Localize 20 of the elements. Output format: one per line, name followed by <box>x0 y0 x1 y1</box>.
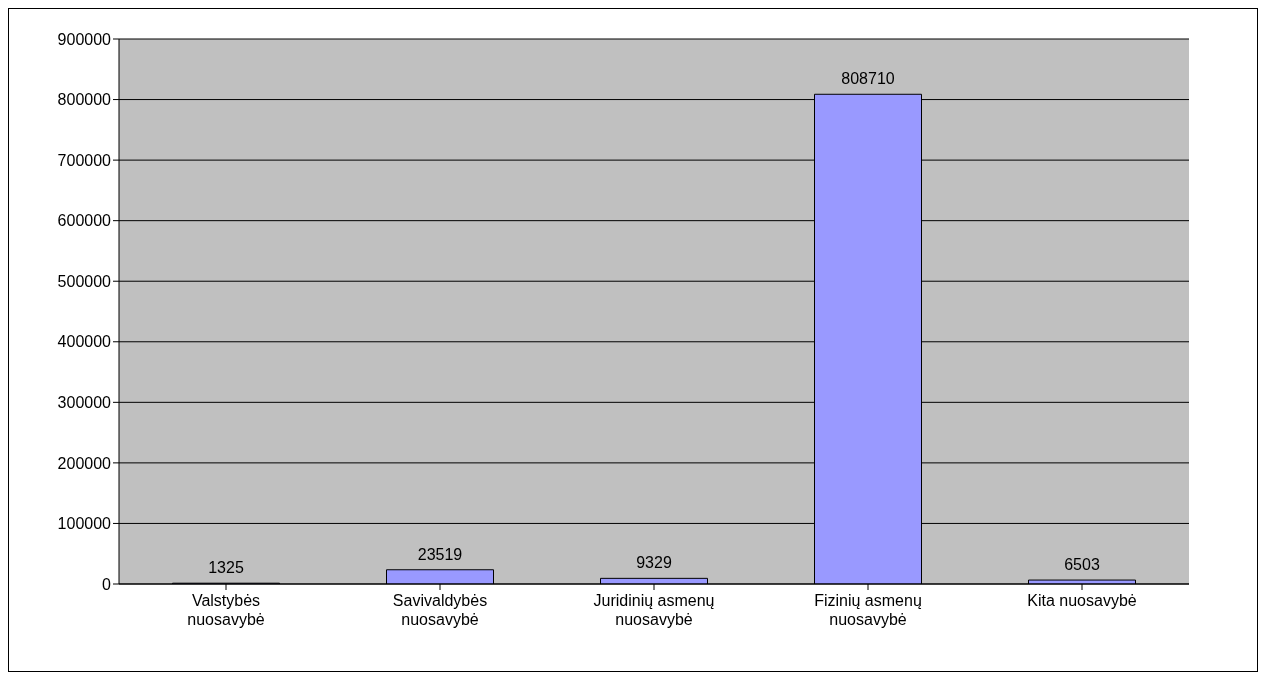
data-label: 9329 <box>636 554 672 572</box>
y-tick-label: 900000 <box>57 30 112 48</box>
x-tick-label: Savivaldybės nuosavybė <box>392 592 488 628</box>
y-tick-label: 400000 <box>57 333 112 351</box>
y-tick-label: 500000 <box>57 272 112 290</box>
x-tick-label: Fizinių asmenų nuosavybė <box>814 592 922 628</box>
y-tick-label: 0 <box>102 575 112 593</box>
y-tick-label: 800000 <box>57 91 112 109</box>
y-tick-label: 700000 <box>57 151 112 169</box>
data-label: 1325 <box>208 559 244 577</box>
y-tick-label: 100000 <box>57 515 112 533</box>
y-tick-label: 300000 <box>57 394 112 412</box>
y-tick-label: 200000 <box>57 454 112 472</box>
data-label: 23519 <box>417 545 463 563</box>
y-tick-label: 600000 <box>57 212 112 230</box>
x-tick-label: Valstybės nuosavybė <box>187 592 265 628</box>
x-tick-label: Kita nuosavybė <box>1027 592 1137 609</box>
data-label: 6503 <box>1064 556 1100 574</box>
data-label: 808710 <box>841 70 895 88</box>
x-tick-label: Juridinių asmenų nuosavybė <box>593 592 715 628</box>
